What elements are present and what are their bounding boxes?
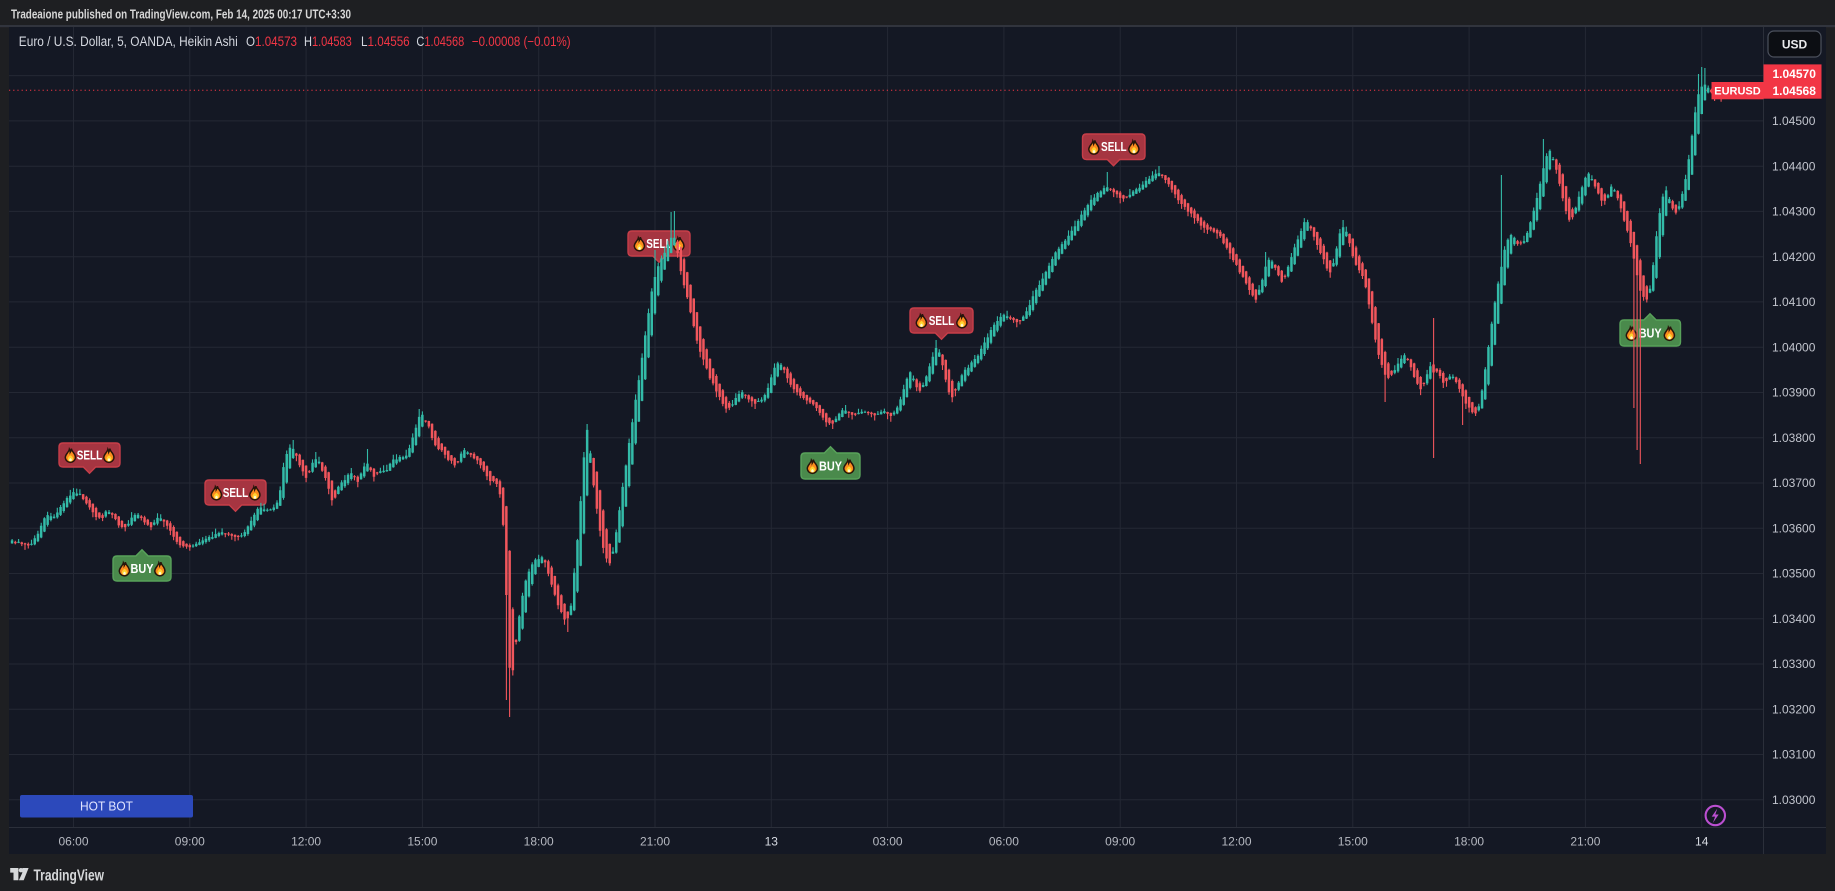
svg-text:1.04300: 1.04300	[1772, 205, 1816, 219]
svg-text:06:00: 06:00	[58, 835, 88, 849]
svg-text:1.03000: 1.03000	[1772, 793, 1816, 807]
svg-text:1.04200: 1.04200	[1772, 250, 1816, 264]
svg-text:14: 14	[1695, 835, 1709, 849]
svg-text:BUY: BUY	[819, 459, 843, 473]
svg-text:15:00: 15:00	[407, 835, 437, 849]
svg-text:C1.04568: C1.04568	[416, 34, 464, 49]
svg-text:SELL: SELL	[929, 314, 955, 328]
svg-text:EURUSD: EURUSD	[1714, 86, 1761, 98]
svg-text:12:00: 12:00	[1221, 835, 1251, 849]
svg-text:H1.04583: H1.04583	[304, 34, 352, 49]
svg-text:09:00: 09:00	[1105, 835, 1135, 849]
svg-text:−0.00008 (−0.01%): −0.00008 (−0.01%)	[472, 34, 571, 49]
svg-text:1.03700: 1.03700	[1772, 476, 1816, 490]
svg-text:1.03500: 1.03500	[1772, 567, 1816, 581]
svg-text:21:00: 21:00	[640, 835, 670, 849]
svg-text:21:00: 21:00	[1570, 835, 1600, 849]
svg-text:1.03300: 1.03300	[1772, 657, 1816, 671]
svg-text:1.04000: 1.04000	[1772, 340, 1816, 354]
svg-text:1.03200: 1.03200	[1772, 703, 1816, 717]
svg-text:SELL: SELL	[646, 237, 672, 251]
svg-text:1.03600: 1.03600	[1772, 521, 1816, 535]
svg-text:1.03800: 1.03800	[1772, 431, 1816, 445]
svg-text:SELL: SELL	[223, 486, 249, 500]
svg-text:13: 13	[765, 835, 779, 849]
svg-text:O1.04573: O1.04573	[246, 34, 297, 49]
svg-text:12:00: 12:00	[291, 835, 321, 849]
svg-text:USD: USD	[1782, 37, 1808, 51]
svg-text:1.04100: 1.04100	[1772, 295, 1816, 309]
svg-text:03:00: 03:00	[873, 835, 903, 849]
svg-text:SELL: SELL	[77, 448, 103, 462]
svg-text:15:00: 15:00	[1338, 835, 1368, 849]
svg-text:1.04570: 1.04570	[1773, 67, 1817, 81]
svg-text:1.04400: 1.04400	[1772, 159, 1816, 173]
svg-text:1.03400: 1.03400	[1772, 612, 1816, 626]
svg-text:1.04568: 1.04568	[1773, 84, 1817, 98]
svg-text:Euro / U.S. Dollar, 5, OANDA,: Euro / U.S. Dollar, 5, OANDA, Heikin Ash…	[19, 34, 238, 49]
svg-text:SELL: SELL	[1101, 140, 1127, 154]
svg-text:18:00: 18:00	[1454, 835, 1484, 849]
svg-text:Tradeaione published on Tradin: Tradeaione published on TradingView.com,…	[11, 7, 351, 22]
svg-text:BUY: BUY	[131, 562, 155, 576]
svg-text:L1.04556: L1.04556	[361, 34, 410, 49]
svg-text:HOT BOT: HOT BOT	[80, 800, 133, 814]
svg-text:1.04500: 1.04500	[1772, 114, 1816, 128]
svg-text:TradingView: TradingView	[34, 868, 105, 885]
svg-text:06:00: 06:00	[989, 835, 1019, 849]
svg-text:BUY: BUY	[1639, 326, 1663, 340]
svg-text:1.03100: 1.03100	[1772, 748, 1816, 762]
svg-text:1.03900: 1.03900	[1772, 386, 1816, 400]
svg-text:09:00: 09:00	[175, 835, 205, 849]
svg-text:18:00: 18:00	[524, 835, 554, 849]
